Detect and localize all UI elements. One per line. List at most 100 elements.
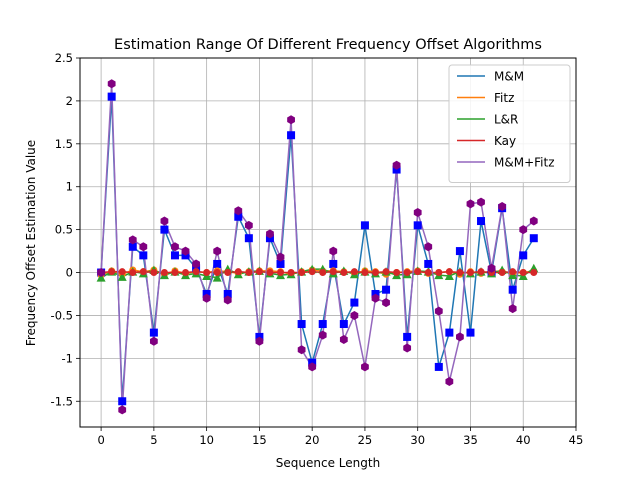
m-m-fitz-point	[276, 252, 285, 262]
m-m-fitz-point	[202, 293, 211, 303]
m-m-fitz-point	[508, 304, 517, 314]
m-m-fitz-line	[100, 82, 535, 411]
m-m-point	[445, 328, 454, 337]
m-m-fitz-point	[519, 225, 528, 235]
kay-point	[350, 268, 358, 276]
y-tick-label: -0.5	[51, 308, 73, 322]
kay-point	[203, 269, 211, 277]
m-m-point	[360, 221, 369, 230]
x-tick-label: 45	[569, 433, 584, 447]
kay-point	[213, 269, 221, 277]
m-m-fitz-point	[487, 263, 496, 273]
kay-point	[361, 269, 369, 277]
m-m-point	[160, 225, 169, 234]
m-m-point	[276, 259, 285, 268]
kay-point	[234, 268, 242, 276]
m-m-fitz-point	[318, 330, 327, 340]
y-tick-label: -1.5	[51, 394, 73, 408]
kay-point	[277, 269, 285, 277]
kay-point	[160, 269, 168, 277]
m-m-fitz-point	[529, 216, 538, 226]
m-m-fitz-point	[308, 362, 317, 372]
m-m-fitz-point	[244, 220, 253, 230]
x-tick-label: 20	[305, 433, 320, 447]
m-m-point	[118, 397, 127, 406]
x-tick-label: 40	[516, 433, 531, 447]
kay-point	[498, 269, 506, 277]
m-m-fitz-point	[234, 206, 243, 216]
kay-point	[287, 269, 295, 277]
legend: M&M Fitz L&R Kay M&M+Fitz	[448, 64, 571, 183]
kay-point	[371, 269, 379, 277]
m-m-point	[455, 247, 464, 256]
m-m-point	[107, 92, 116, 101]
kay-point	[340, 269, 348, 277]
kay-point	[108, 268, 116, 276]
legend-label-fitz: Fitz	[494, 91, 514, 105]
x-tick-label: 25	[358, 433, 373, 447]
m-m-fitz-point	[171, 242, 179, 252]
x-tick-label: 10	[199, 433, 214, 447]
m-m-fitz-point	[350, 310, 359, 320]
m-m-fitz-point	[223, 295, 232, 305]
kay-point	[298, 269, 306, 277]
m-m-fitz-point	[128, 235, 137, 245]
m-m-fitz-point	[255, 336, 264, 346]
m-m-fitz-point	[413, 207, 422, 217]
kay-point	[129, 269, 137, 277]
legend-box	[448, 64, 571, 183]
legend-label-m-m-fitz: M&M+Fitz	[494, 156, 555, 170]
legend-label-l-r: L&R	[494, 113, 518, 127]
kay-point	[118, 268, 126, 276]
m-m-point	[529, 234, 538, 243]
m-m-point	[434, 362, 443, 371]
plot-area-frame	[79, 57, 577, 428]
m-m-point	[234, 212, 243, 221]
kay-point	[424, 269, 432, 277]
kay-point	[319, 269, 327, 277]
series-markers	[96, 79, 539, 415]
kay-point	[466, 269, 474, 277]
m-m-fitz-point	[434, 306, 443, 316]
m-m-point	[477, 217, 486, 226]
y-tick-label: 2.5	[55, 51, 73, 65]
l-r-point	[96, 273, 106, 282]
m-m-fitz-point	[361, 362, 369, 372]
m-m-fitz-point	[371, 293, 380, 303]
kay-point	[329, 268, 337, 276]
m-m-fitz-point	[297, 345, 306, 355]
m-m-fitz-point	[139, 242, 148, 252]
kay-point	[139, 268, 147, 276]
kay-point	[192, 268, 200, 276]
kay-point	[519, 269, 527, 277]
chart-title: Estimation Range Of Different Frequency …	[114, 37, 542, 53]
kay-point	[182, 269, 190, 277]
m-m-fitz-point	[97, 268, 105, 278]
kay-point	[509, 268, 517, 276]
kay-point	[414, 268, 422, 276]
kay-point	[403, 269, 411, 277]
kay-point	[245, 269, 253, 277]
m-m-fitz-point	[160, 216, 169, 226]
l-r-point	[444, 271, 454, 280]
m-m-fitz-point	[192, 259, 200, 269]
m-m-fitz-point	[498, 201, 507, 211]
m-m-point	[287, 131, 296, 140]
kay-point	[477, 268, 485, 276]
kay-point	[456, 269, 464, 277]
kay-point	[308, 268, 316, 276]
y-tick-label: 1	[66, 180, 73, 194]
m-m-point	[297, 320, 306, 329]
m-m-point	[466, 328, 475, 337]
m-m-fitz-point	[181, 246, 190, 256]
m-m-point	[519, 251, 528, 260]
m-m-fitz-point	[329, 246, 338, 256]
m-m-fitz-point	[107, 79, 116, 89]
kay-point	[445, 268, 453, 276]
m-m-fitz-point	[466, 199, 475, 209]
m-m-point	[413, 221, 422, 230]
kay-point	[255, 268, 263, 276]
y-axis-label: Frequency Offset Estimation Value	[24, 140, 38, 346]
m-m-fitz-point	[392, 160, 401, 170]
